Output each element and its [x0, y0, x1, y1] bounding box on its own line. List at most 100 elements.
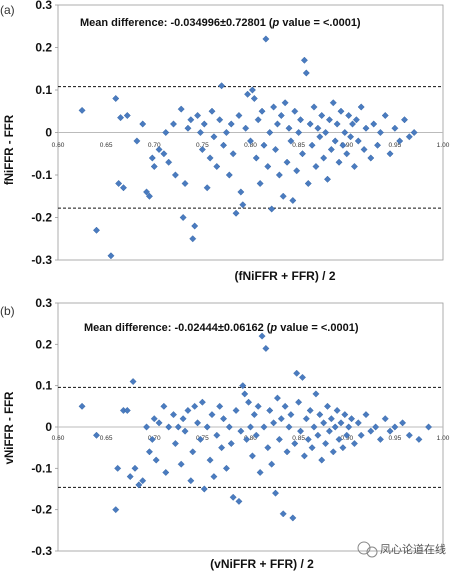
data-point	[171, 440, 179, 448]
data-point	[273, 120, 281, 128]
data-point	[331, 423, 339, 431]
data-point	[291, 440, 299, 448]
data-point	[350, 440, 358, 448]
data-point	[337, 419, 345, 427]
data-point	[162, 129, 170, 136]
data-point	[145, 448, 153, 456]
data-point	[401, 116, 408, 124]
y-tick-label: -0.3	[31, 253, 52, 267]
data-point	[302, 69, 310, 77]
x-tick-label: 0.95	[389, 142, 402, 149]
y-tick-label: 0.2	[35, 337, 52, 351]
data-point	[208, 107, 216, 115]
data-point	[218, 82, 226, 90]
data-point	[322, 440, 330, 448]
data-point	[256, 180, 264, 187]
data-point	[314, 431, 322, 439]
data-point	[304, 180, 312, 187]
data-point	[160, 150, 168, 158]
data-point	[93, 431, 100, 439]
data-point	[320, 154, 328, 162]
data-point	[318, 456, 326, 464]
data-point	[310, 103, 318, 111]
x-tick-label: 0.65	[100, 142, 113, 149]
data-point	[187, 477, 195, 485]
data-point	[391, 124, 399, 132]
data-point	[213, 163, 221, 170]
data-point	[177, 460, 185, 468]
data-point	[258, 107, 266, 115]
y-tick-label: 0.3	[35, 0, 52, 12]
data-point	[347, 133, 355, 141]
data-point	[399, 419, 407, 427]
data-point	[324, 402, 331, 410]
data-point	[374, 141, 382, 149]
data-points-b	[78, 332, 433, 522]
data-point	[227, 120, 235, 128]
y-tick-label: -0.1	[31, 461, 52, 475]
data-point	[272, 146, 280, 153]
data-point	[181, 180, 189, 187]
x-tick-label: 0.75	[196, 142, 209, 149]
data-points-a	[78, 35, 418, 260]
data-point	[376, 129, 384, 136]
data-point	[206, 154, 214, 162]
data-point	[357, 431, 365, 439]
data-point	[198, 146, 206, 153]
x-axis-title-a: (fNiFFR + FFR) / 2	[235, 269, 336, 283]
data-point	[243, 435, 251, 443]
data-point	[248, 86, 256, 94]
data-point	[283, 158, 291, 166]
x-tick-label: 0.85	[292, 435, 305, 442]
data-point	[310, 423, 318, 431]
data-point	[308, 444, 316, 452]
data-point	[298, 150, 306, 158]
data-point	[131, 464, 139, 472]
data-point	[324, 175, 331, 183]
data-point	[277, 415, 285, 423]
data-point	[293, 369, 301, 377]
y-tick-label: 0	[45, 126, 52, 140]
x-tick-label: 1.00	[437, 142, 450, 149]
data-point	[150, 415, 158, 423]
data-point	[225, 423, 233, 431]
data-point	[203, 423, 211, 431]
data-point	[148, 154, 156, 162]
data-point	[367, 154, 375, 162]
x-ticks-a: 0.60 0.65 0.70 0.75 0.80 0.85 0.90 0.95 1.00	[52, 142, 450, 149]
data-point	[337, 107, 345, 115]
data-point	[114, 464, 122, 472]
y-tick-label: -0.2	[31, 211, 52, 225]
x-tick-label: 0.65	[100, 435, 113, 442]
data-point	[260, 423, 268, 431]
data-point	[235, 497, 243, 505]
data-point	[287, 137, 295, 145]
data-point	[329, 448, 337, 456]
data-point	[220, 141, 228, 149]
data-point	[357, 103, 365, 111]
data-point	[244, 90, 252, 98]
data-point	[191, 402, 199, 410]
data-point	[237, 427, 245, 435]
x-axis-title-b: (vNiFFR + FFR) / 2	[210, 557, 314, 571]
data-point	[327, 146, 335, 153]
data-point	[196, 435, 204, 443]
y-tick-label: 0	[45, 420, 52, 434]
data-point	[391, 423, 399, 431]
data-point	[179, 415, 187, 423]
x-tick-label: 0.90	[340, 142, 353, 149]
data-point	[272, 489, 280, 497]
data-point	[213, 431, 221, 439]
annotation-a-suffix: value = <.0001)	[279, 17, 361, 29]
data-point	[129, 378, 137, 386]
y-tick-label: -0.2	[31, 503, 52, 517]
data-point	[145, 192, 153, 200]
data-point	[206, 456, 214, 464]
data-point	[354, 137, 362, 145]
data-point	[189, 235, 197, 243]
y-tick-label: -0.1	[31, 168, 52, 182]
data-point	[331, 137, 339, 145]
data-point	[112, 506, 120, 514]
data-point	[225, 171, 233, 179]
